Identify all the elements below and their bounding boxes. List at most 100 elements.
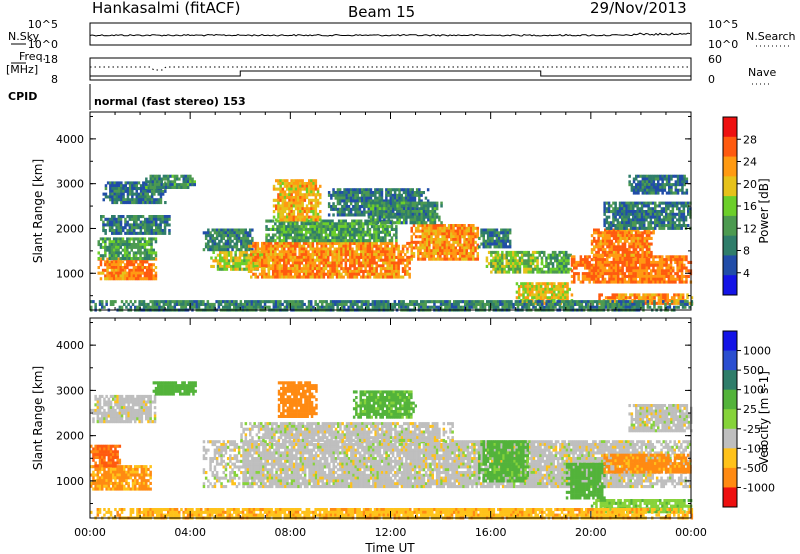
heatmap-cell [348,236,352,240]
heatmap-cell [395,233,398,237]
heatmap-cell [593,248,596,252]
heatmap-cell [443,224,446,228]
heatmap-cell [297,190,300,194]
heatmap-cell [311,225,314,229]
heatmap-cell [359,233,363,237]
heatmap-cell [505,256,508,260]
heatmap-cell [441,229,444,233]
heatmap-cell [329,267,332,271]
heatmap-cell [489,231,492,235]
heatmap-cell [150,251,153,255]
heatmap-cell [640,224,644,228]
heatmap-cell [287,233,290,237]
nsky-label: N.Sky [8,30,40,43]
heatmap-cell [623,228,627,232]
heatmap-cell [386,269,389,273]
heatmap-cell [225,259,229,263]
heatmap-cell [400,201,404,205]
heatmap-cell [645,226,648,230]
heatmap-cell [606,234,609,238]
heatmap-cell [502,236,505,240]
heatmap-cell [599,248,603,252]
heatmap-cell [386,255,389,259]
heatmap-cell [647,207,650,211]
heatmap-cell [610,210,613,214]
heatmap-cell [164,177,168,181]
heatmap-cell [333,233,336,237]
heatmap-cell [102,220,105,224]
heatmap-cell [304,233,308,237]
heatmap-cell [604,242,607,246]
heatmap-cell [422,191,425,195]
heatmap-cell [353,225,356,229]
heatmap-cell [235,239,239,243]
heatmap-cell [143,266,147,270]
heatmap-cell [267,253,271,257]
heatmap-cell [115,201,119,205]
heatmap-cell [363,196,366,200]
heatmap-cell [278,233,281,237]
heatmap-cell [240,248,243,252]
heatmap-cell [469,240,473,244]
heatmap-cell [145,268,149,272]
heatmap-cell [434,246,438,250]
heatmap-cell [245,267,248,271]
heatmap-cell [313,233,317,237]
heatmap-cell [360,253,363,257]
heatmap-cell [99,271,103,275]
heatmap-cell [599,231,603,235]
heatmap-cell [333,247,337,251]
heatmap-cell [649,210,653,214]
heatmap-cell [299,193,302,197]
heatmap-cell [294,261,297,265]
heatmap-cell [368,250,372,254]
heatmap-cell [143,271,147,275]
heatmap-cell [493,245,496,249]
heatmap-cell [352,193,355,197]
heatmap-cell [643,274,646,278]
heatmap-cell [267,272,271,276]
heatmap-cell [316,269,319,273]
heatmap-cell [590,239,594,243]
heatmap-cell [439,257,442,261]
heatmap-cell [265,250,268,254]
heatmap-cell [623,215,626,219]
heatmap-cell [672,277,675,281]
heatmap-cell [335,272,339,276]
freq-tick-top: 18 [44,53,58,66]
heatmap-cell [285,227,288,231]
heatmap-cell [360,191,364,195]
heatmap-cell [562,270,566,274]
heatmap-cell [311,253,315,257]
heatmap-cell [309,227,312,231]
heatmap-cell [134,243,138,247]
heatmap-cell [612,207,615,211]
heatmap-cell [663,263,666,267]
heatmap-cell [495,245,499,249]
heatmap-cell [608,277,611,281]
heatmap-cell [604,228,607,232]
heatmap-cell [590,250,594,254]
heatmap-cell [287,244,290,248]
heatmap-cell [156,180,159,184]
heatmap-cell [439,246,442,250]
heatmap-cell [290,187,293,191]
heatmap-cell [647,215,650,219]
heatmap-cell [389,191,392,195]
heatmap-cell [599,234,603,238]
heatmap-cell [106,268,109,272]
heatmap-cell [248,231,252,235]
heatmap-cell [425,229,429,233]
heatmap-cell [209,234,212,238]
heatmap-cell [505,250,508,254]
heatmap-cell [102,229,105,233]
heatmap-cell [614,260,618,264]
heatmap-cell [531,293,534,297]
heatmap-cell [243,259,246,263]
heatmap-cell [408,275,411,279]
heatmap-cell [547,253,550,257]
heatmap-cell [345,199,348,203]
heatmap-cell [595,239,598,243]
heatmap-cell [355,222,358,226]
heatmap-cell [294,267,297,271]
